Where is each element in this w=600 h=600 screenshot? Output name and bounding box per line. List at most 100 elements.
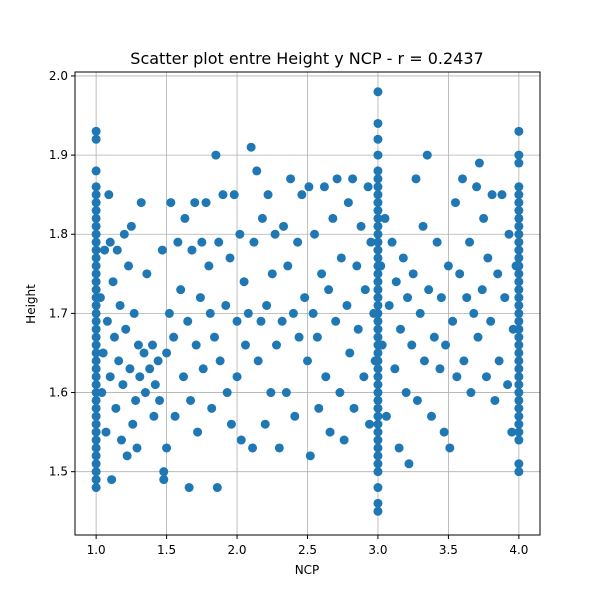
scatter-point (91, 483, 101, 493)
scatter-point (91, 300, 101, 310)
scatter-point (91, 435, 101, 445)
scatter-point (448, 316, 458, 326)
scatter-point (394, 443, 404, 453)
y-axis-label: Height (24, 284, 38, 324)
scatter-point (153, 356, 163, 366)
scatter-point (503, 380, 513, 390)
scatter-point (436, 293, 446, 303)
scatter-point (514, 308, 524, 318)
scatter-point (218, 190, 228, 200)
scatter-point (91, 419, 101, 429)
x-tick-label: 2.5 (298, 543, 317, 557)
scatter-point (332, 174, 342, 184)
x-tick-label: 1.5 (157, 543, 176, 557)
scatter-point (514, 198, 524, 208)
scatter-point (373, 277, 383, 287)
scatter-point (91, 395, 101, 405)
y-tick-label: 1.7 (49, 306, 68, 320)
scatter-point (490, 395, 500, 405)
scatter-point (411, 174, 421, 184)
scatter-point (445, 443, 455, 453)
scatter-point (373, 364, 383, 374)
scatter-point (187, 245, 197, 255)
scatter-point (267, 269, 277, 279)
scatter-point (91, 475, 101, 485)
scatter-point (396, 324, 405, 334)
scatter-point (373, 213, 383, 223)
scatter-point (404, 459, 414, 469)
scatter-point (91, 166, 101, 176)
scatter-point (373, 451, 383, 461)
scatter-point (376, 261, 386, 271)
scatter-point (180, 213, 190, 223)
scatter-point (319, 182, 329, 192)
scatter-point (373, 427, 383, 437)
scatter-point (432, 237, 442, 247)
scatter-point (91, 380, 101, 390)
scatter-point (201, 198, 211, 208)
scatter-point (380, 213, 390, 223)
scatter-point (300, 293, 310, 303)
x-tick-label: 1.0 (87, 543, 106, 557)
scatter-point (205, 308, 215, 318)
scatter-point (458, 174, 467, 184)
scatter-point (283, 261, 293, 271)
scatter-point (136, 198, 146, 208)
scatter-point (305, 451, 315, 461)
scatter-point (225, 253, 235, 263)
scatter-point (91, 411, 101, 421)
scatter-point (297, 190, 307, 200)
scatter-point (514, 213, 524, 223)
scatter-point (514, 158, 524, 168)
scatter-point (373, 348, 383, 358)
scatter-point (241, 340, 250, 350)
scatter-point (235, 229, 245, 239)
scatter-point (435, 364, 445, 374)
scatter-point (91, 221, 101, 231)
scatter-point (373, 206, 383, 216)
scatter-point (398, 253, 408, 263)
scatter-point (373, 332, 383, 342)
scatter-point (373, 87, 383, 97)
x-tick-label: 2.0 (227, 543, 246, 557)
scatter-point (373, 498, 383, 508)
scatter-point (424, 285, 434, 295)
scatter-point (304, 182, 314, 192)
scatter-point (514, 300, 524, 310)
scatter-point (222, 388, 232, 398)
scatter-point (474, 158, 484, 168)
scatter-point (373, 403, 383, 413)
scatter-point (373, 198, 383, 208)
scatter-point (441, 340, 451, 350)
scatter-point (514, 126, 524, 136)
scatter-point (373, 395, 383, 405)
scatter-point (373, 293, 383, 303)
scatter-point (310, 229, 320, 239)
scatter-point (91, 253, 101, 263)
scatter-point (91, 427, 101, 437)
scatter-point (317, 269, 327, 279)
scatter-point (91, 332, 101, 342)
scatter-point (263, 190, 273, 200)
scatter-point (373, 435, 383, 445)
scatter-point (132, 443, 142, 453)
scatter-point (349, 403, 359, 413)
scatter-point (239, 277, 249, 287)
scatter-point (211, 150, 221, 160)
scatter-point (439, 427, 449, 437)
scatter-point (481, 372, 491, 382)
scatter-point (415, 308, 425, 318)
scatter-point (312, 332, 322, 342)
scatter-point (140, 388, 150, 398)
scatter-point (514, 316, 524, 326)
scatter-point (324, 285, 334, 295)
scatter-point (514, 459, 524, 469)
scatter-point (343, 198, 353, 208)
scatter-point (288, 308, 298, 318)
scatter-point (104, 190, 114, 200)
scatter-point (466, 388, 476, 398)
scatter-point (133, 340, 143, 350)
scatter-point (384, 300, 394, 310)
scatter-point (328, 213, 338, 223)
